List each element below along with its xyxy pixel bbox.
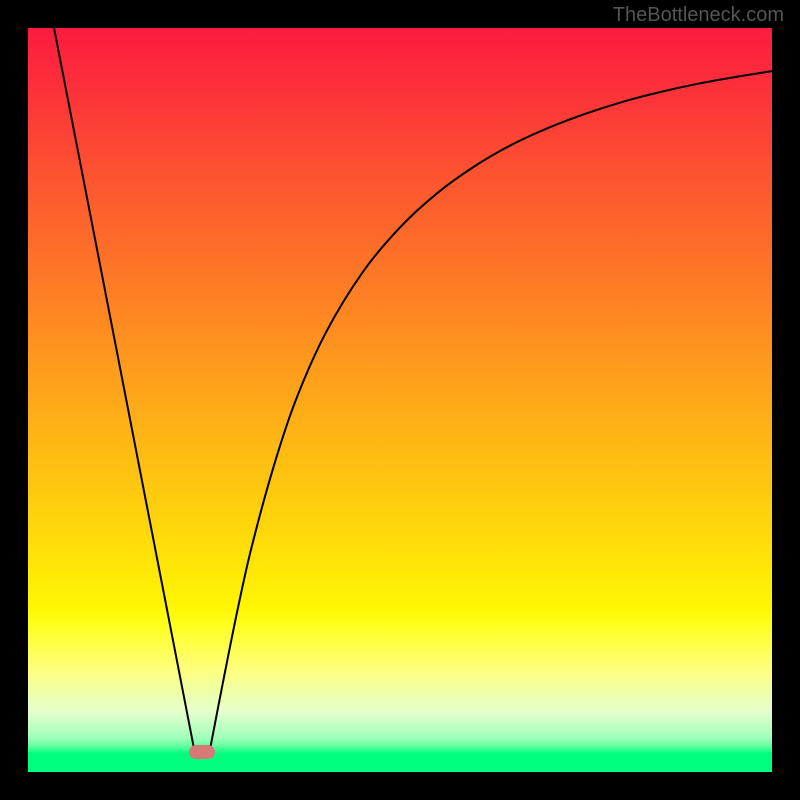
watermark-text: TheBottleneck.com (613, 4, 784, 27)
minimum-marker (189, 745, 214, 758)
chart-area (28, 28, 772, 772)
chart-container: TheBottleneck.com (0, 0, 800, 800)
bottleneck-curve (28, 28, 772, 772)
